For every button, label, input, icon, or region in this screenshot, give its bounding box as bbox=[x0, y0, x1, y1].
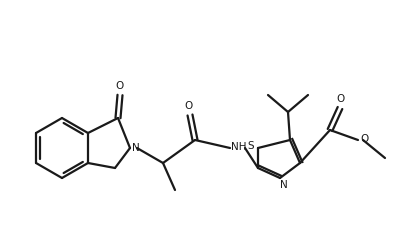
Text: O: O bbox=[361, 134, 369, 144]
Text: O: O bbox=[116, 81, 124, 91]
Text: NH: NH bbox=[231, 142, 247, 152]
Text: O: O bbox=[185, 101, 193, 111]
Text: N: N bbox=[132, 143, 140, 153]
Text: N: N bbox=[280, 180, 288, 190]
Text: O: O bbox=[337, 94, 345, 104]
Text: S: S bbox=[248, 141, 254, 151]
